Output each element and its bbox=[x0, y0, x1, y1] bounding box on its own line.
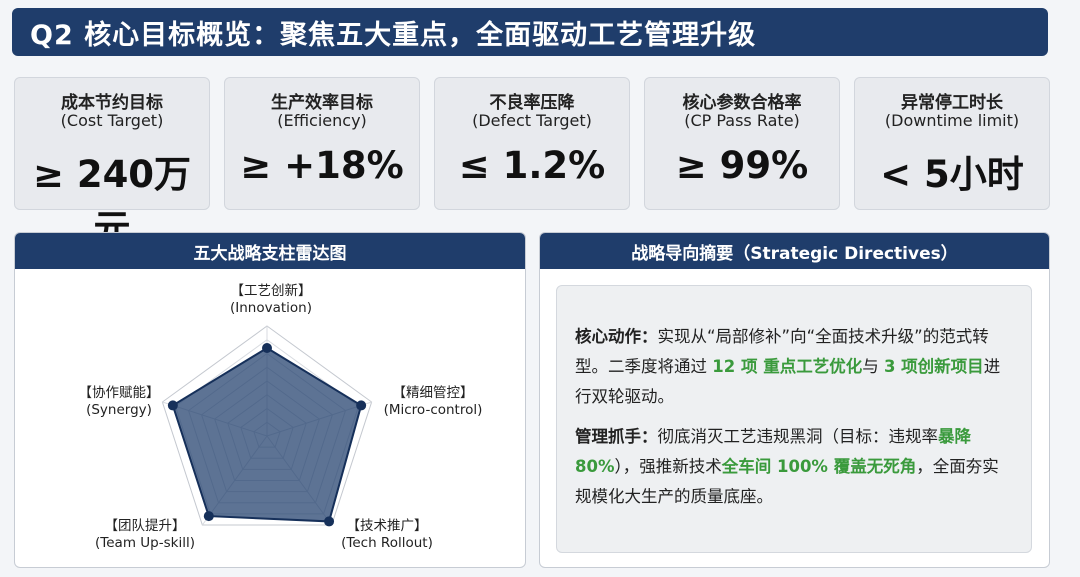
kpi-label-en: (Cost Target) bbox=[60, 111, 164, 130]
directive-highlight: 全车间 100% 覆盖无死角 bbox=[721, 457, 917, 476]
radar-axis-synergy: 【协作赋能】 (Synergy) bbox=[59, 385, 179, 419]
directive-text: 与 bbox=[862, 357, 884, 376]
radar-axis-cn: 【精细管控】 bbox=[392, 385, 474, 401]
directive-highlight: 暴降80% bbox=[575, 427, 971, 476]
radar-axis-cn: 【工艺创新】 bbox=[230, 283, 312, 299]
directive-core-action: 核心动作：实现从“局部修补”向“全面技术升级”的范式转型。二季度将通过 12 项… bbox=[575, 322, 1013, 412]
radar-panel-heading: 五大战略支柱雷达图 bbox=[15, 233, 525, 269]
kpi-card-efficiency: 生产效率目标 (Efficiency) ≥ +18% bbox=[224, 77, 420, 210]
radar-axis-innovation: 【工艺创新】 (Innovation) bbox=[211, 283, 331, 317]
directive-text: 彻底消灭工艺违规黑洞（目标：违规率 bbox=[657, 427, 939, 446]
radar-axis-cn: 【协作赋能】 bbox=[78, 385, 160, 401]
directive-highlight: 12 项 重点工艺优化 bbox=[712, 357, 863, 376]
kpi-label-en: (Defect Target) bbox=[472, 111, 592, 130]
kpi-label-cn: 异常停工时长 bbox=[901, 93, 1003, 113]
directive-management: 管理抓手：彻底消灭工艺违规黑洞（目标：违规率暴降80%），强推新技术全车间 10… bbox=[575, 422, 1013, 512]
kpi-value: ≥ 240万元 bbox=[32, 153, 192, 250]
directives-panel-heading: 战略导向摘要（Strategic Directives） bbox=[540, 233, 1049, 269]
radar-point bbox=[324, 516, 335, 527]
directives-panel: 战略导向摘要（Strategic Directives） 核心动作：实现从“局部… bbox=[539, 232, 1050, 568]
kpi-value: ≥ +18% bbox=[240, 144, 404, 187]
radar-panel: 五大战略支柱雷达图 【工艺创新】 (Innovation) 【精细管控】 (Mi… bbox=[14, 232, 526, 568]
kpi-card-downtime: 异常停工时长 (Downtime limit) < 5小时 bbox=[854, 77, 1050, 210]
directive-label: 管理抓手： bbox=[575, 427, 658, 446]
radar-grid-ring bbox=[161, 325, 373, 526]
kpi-label-cn: 生产效率目标 bbox=[271, 93, 373, 113]
radar-area bbox=[171, 346, 363, 523]
radar-chart bbox=[161, 325, 373, 527]
directive-text: 进行双轮驱动。 bbox=[575, 357, 1001, 406]
kpi-label-cn: 成本节约目标 bbox=[61, 93, 163, 113]
kpi-value: ≤ 1.2% bbox=[458, 144, 606, 187]
kpi-value: ≥ 99% bbox=[675, 144, 809, 187]
directive-highlight: 3 项创新项目 bbox=[883, 357, 984, 376]
radar-point bbox=[356, 400, 367, 411]
radar-points bbox=[167, 343, 367, 527]
kpi-label-en: (Downtime limit) bbox=[884, 111, 1020, 130]
kpi-label-en: (Efficiency) bbox=[277, 111, 367, 130]
radar-axis-en: (Micro-control) bbox=[383, 402, 483, 418]
radar-point bbox=[203, 511, 214, 522]
radar-point bbox=[262, 343, 272, 353]
kpi-label-en: (CP Pass Rate) bbox=[684, 111, 800, 130]
kpi-label-cn: 不良率压降 bbox=[489, 93, 575, 113]
radar-axis-tech-rollout: 【技术推广】 (Tech Rollout) bbox=[327, 518, 447, 552]
radar-point bbox=[167, 400, 178, 411]
radar-axis-en: (Synergy) bbox=[86, 402, 152, 418]
kpi-card-defect: 不良率压降 (Defect Target) ≤ 1.2% bbox=[434, 77, 630, 210]
directive-text: ，全面夯实规模化大生产的质量底座。 bbox=[575, 457, 999, 506]
directives-box: 核心动作：实现从“局部修补”向“全面技术升级”的范式转型。二季度将通过 12 项… bbox=[556, 285, 1032, 553]
radar-axis-en: (Team Up-skill) bbox=[95, 535, 195, 551]
radar-axis-cn: 【团队提升】 bbox=[104, 518, 186, 534]
radar-axis-cn: 【技术推广】 bbox=[346, 518, 428, 534]
radar-axis-en: (Innovation) bbox=[229, 300, 312, 316]
directive-label: 核心动作： bbox=[575, 327, 658, 346]
kpi-label-cn: 核心参数合格率 bbox=[682, 93, 802, 113]
directive-text: 实现从“局部修补”向“全面技术升级”的范式转型。二季度将通过 bbox=[575, 327, 989, 376]
kpi-cards: 成本节约目标 (Cost Target) ≥ 240万元 生产效率目标 (Eff… bbox=[14, 77, 1050, 250]
kpi-value: < 5小时 bbox=[880, 153, 1024, 196]
directive-text: ），强推新技术 bbox=[614, 457, 722, 476]
radar-axis-en: (Tech Rollout) bbox=[341, 535, 433, 551]
radar-axis-team-upskill: 【团队提升】 (Team Up-skill) bbox=[85, 518, 205, 552]
kpi-card-cost: 成本节约目标 (Cost Target) ≥ 240万元 bbox=[14, 77, 210, 250]
kpi-card-cp-pass: 核心参数合格率 (CP Pass Rate) ≥ 99% bbox=[644, 77, 840, 210]
page-title: Q2 核心目标概览：聚焦五大重点，全面驱动工艺管理升级 bbox=[12, 8, 1048, 56]
radar-axis-micro-control: 【精细管控】 (Micro-control) bbox=[373, 385, 493, 419]
